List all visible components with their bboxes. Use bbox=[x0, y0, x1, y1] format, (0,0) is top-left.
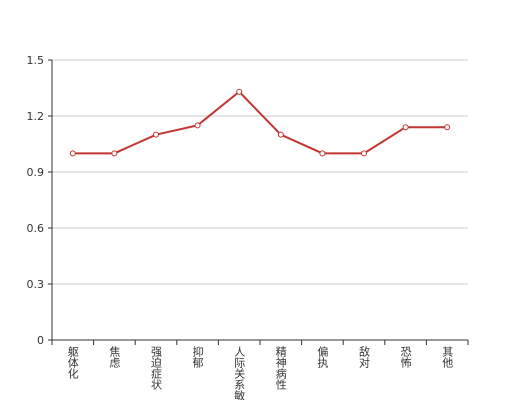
point bbox=[194, 122, 201, 129]
point bbox=[69, 150, 76, 157]
point bbox=[111, 150, 118, 157]
x-tick-label: 焦虑 bbox=[108, 346, 121, 368]
x-tick-label: 人际关系敏感 bbox=[233, 346, 246, 400]
point bbox=[444, 124, 451, 131]
x-tick-label: 抑郁 bbox=[191, 345, 204, 368]
point bbox=[402, 124, 409, 131]
point bbox=[153, 131, 159, 138]
x-tick-label: 恐怖 bbox=[399, 346, 412, 368]
line bbox=[72, 90, 448, 155]
point bbox=[236, 88, 243, 95]
x-tick-label: 其他 bbox=[441, 346, 454, 368]
x-tick-label: 敌对 bbox=[358, 345, 371, 368]
point bbox=[277, 131, 284, 138]
y-tick-label: 1.5 bbox=[27, 54, 45, 67]
point bbox=[319, 150, 326, 157]
point bbox=[361, 150, 367, 157]
y-tick-label: 0.9 bbox=[27, 166, 45, 179]
y-tick-label: 0.6 bbox=[27, 222, 45, 235]
x-tick-label: 精神病性 bbox=[274, 346, 287, 391]
y-tick-label: 0.3 bbox=[27, 278, 45, 291]
x-tick-label: 偏执 bbox=[316, 345, 329, 369]
x-tick-label: 躯体化 bbox=[66, 346, 79, 380]
x-tick-label: 强迫症状 bbox=[150, 346, 163, 390]
y-tick-label: 0 bbox=[37, 334, 44, 347]
y-tick-label: 1.2 bbox=[27, 110, 45, 123]
